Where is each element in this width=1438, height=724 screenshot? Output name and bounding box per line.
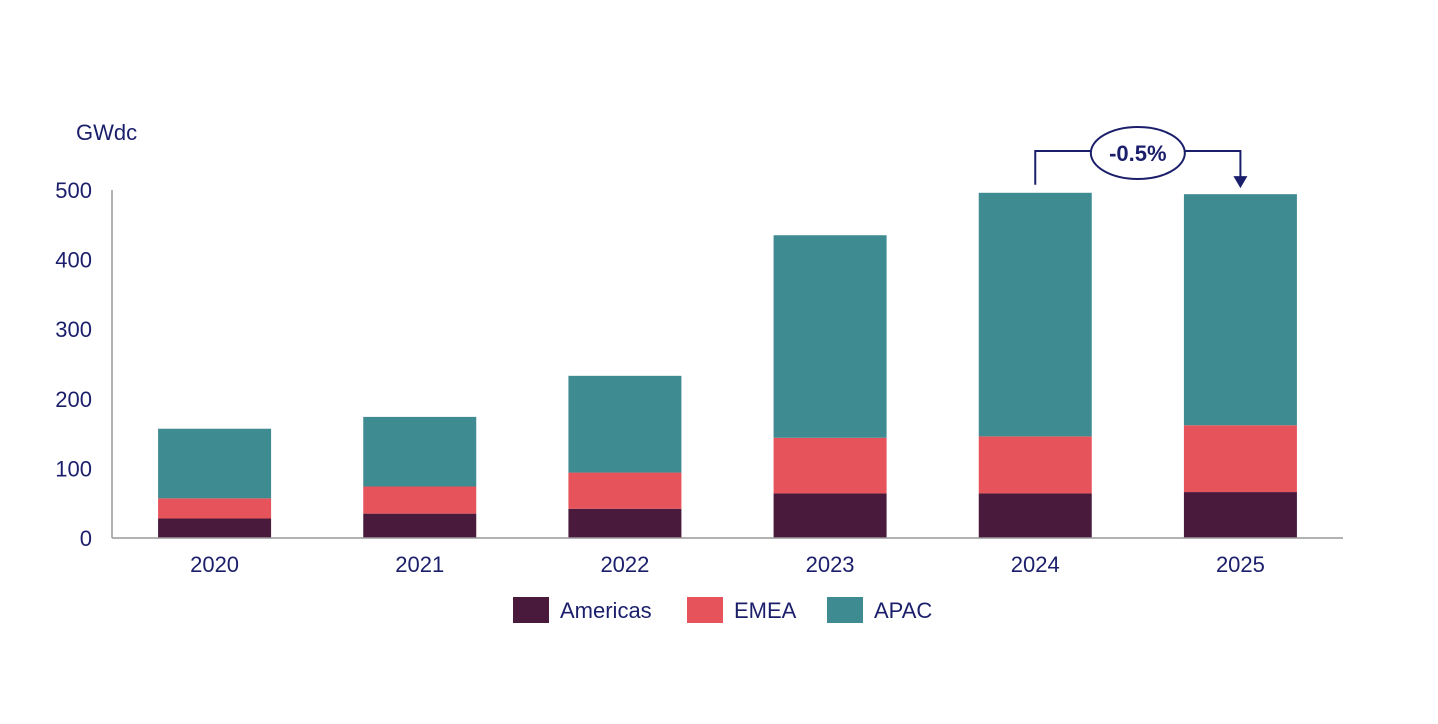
legend: Americas EMEA APAC bbox=[513, 597, 932, 623]
legend-label-emea: EMEA bbox=[734, 598, 797, 623]
bar-americas-2020 bbox=[158, 518, 272, 538]
x-tick-label: 2023 bbox=[806, 552, 855, 577]
legend-label-americas: Americas bbox=[560, 598, 652, 623]
y-tick-label: 0 bbox=[80, 526, 92, 551]
x-tick-label: 2021 bbox=[395, 552, 444, 577]
bar-apac-2025 bbox=[1183, 194, 1297, 426]
annotation-bracket-right bbox=[1184, 150, 1242, 183]
x-axis: 2020 2021 2022 2023 2024 2025 bbox=[112, 537, 1343, 577]
bar-americas-2024 bbox=[978, 493, 1092, 538]
legend-label-apac: APAC bbox=[874, 598, 932, 623]
bar-apac-2022 bbox=[568, 375, 682, 473]
bar-emea-2025 bbox=[1183, 425, 1297, 493]
y-tick-label: 300 bbox=[55, 317, 92, 342]
legend-swatch-americas bbox=[513, 597, 549, 623]
x-tick-label: 2025 bbox=[1216, 552, 1265, 577]
y-tick-label: 400 bbox=[55, 248, 92, 273]
bar-americas-2025 bbox=[1183, 492, 1297, 538]
y-axis: GWdc 0 100 200 300 400 500 bbox=[55, 120, 137, 551]
bar-emea-2020 bbox=[158, 498, 272, 519]
y-tick-label: 500 bbox=[55, 178, 92, 203]
bar-emea-2023 bbox=[773, 437, 887, 494]
y-tick-label: 200 bbox=[55, 387, 92, 412]
annotation-bracket-left bbox=[1034, 150, 1091, 185]
annotation-ellipse bbox=[1089, 126, 1186, 180]
bar-apac-2021 bbox=[363, 416, 477, 487]
annotation-label: -0.5% bbox=[1109, 141, 1166, 166]
bar-americas-2021 bbox=[363, 513, 477, 538]
x-tick-label: 2024 bbox=[1011, 552, 1060, 577]
bar-americas-2023 bbox=[773, 493, 887, 538]
annotation-arrowhead-icon bbox=[1233, 176, 1248, 189]
bar-emea-2022 bbox=[568, 472, 682, 509]
bars bbox=[158, 192, 1297, 538]
bar-apac-2020 bbox=[158, 428, 272, 499]
y-axis-unit-label: GWdc bbox=[76, 120, 137, 145]
bar-apac-2024 bbox=[978, 192, 1092, 437]
x-tick-label: 2022 bbox=[600, 552, 649, 577]
change-annotation: -0.5% bbox=[1034, 126, 1248, 189]
bar-americas-2022 bbox=[568, 508, 682, 538]
legend-swatch-emea bbox=[687, 597, 723, 623]
x-tick-label: 2020 bbox=[190, 552, 239, 577]
bar-apac-2023 bbox=[773, 235, 887, 438]
bar-emea-2024 bbox=[978, 436, 1092, 494]
legend-swatch-apac bbox=[827, 597, 863, 623]
bar-emea-2021 bbox=[363, 486, 477, 514]
y-tick-label: 100 bbox=[55, 456, 92, 481]
